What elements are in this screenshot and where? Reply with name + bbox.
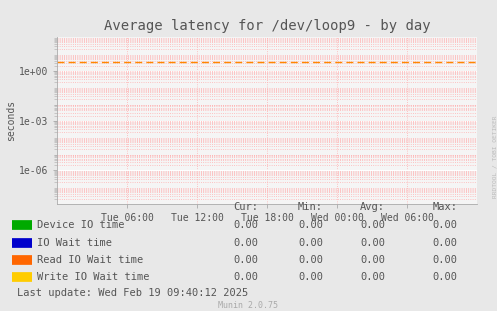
Text: 0.00: 0.00: [432, 255, 457, 265]
Text: Min:: Min:: [298, 202, 323, 212]
Text: 0.00: 0.00: [360, 255, 385, 265]
Text: Last update: Wed Feb 19 09:40:12 2025: Last update: Wed Feb 19 09:40:12 2025: [17, 288, 248, 298]
Text: 0.00: 0.00: [360, 220, 385, 230]
Text: 0.00: 0.00: [432, 272, 457, 282]
Text: 0.00: 0.00: [360, 238, 385, 248]
Text: 0.00: 0.00: [360, 272, 385, 282]
Text: Munin 2.0.75: Munin 2.0.75: [219, 301, 278, 310]
Text: 0.00: 0.00: [298, 238, 323, 248]
Text: IO Wait time: IO Wait time: [37, 238, 112, 248]
Text: 0.00: 0.00: [432, 220, 457, 230]
Text: Max:: Max:: [432, 202, 457, 212]
Text: Write IO Wait time: Write IO Wait time: [37, 272, 150, 282]
Text: 0.00: 0.00: [298, 272, 323, 282]
Text: 0.00: 0.00: [234, 272, 258, 282]
Title: Average latency for /dev/loop9 - by day: Average latency for /dev/loop9 - by day: [104, 19, 430, 33]
Text: 0.00: 0.00: [234, 238, 258, 248]
Text: 0.00: 0.00: [234, 220, 258, 230]
Text: Cur:: Cur:: [234, 202, 258, 212]
Text: Read IO Wait time: Read IO Wait time: [37, 255, 144, 265]
Text: Device IO time: Device IO time: [37, 220, 125, 230]
Text: 0.00: 0.00: [298, 220, 323, 230]
Text: 0.00: 0.00: [298, 255, 323, 265]
Text: RRDTOOL / TOBI OETIKER: RRDTOOL / TOBI OETIKER: [492, 115, 497, 197]
Text: 0.00: 0.00: [234, 255, 258, 265]
Text: 0.00: 0.00: [432, 238, 457, 248]
Y-axis label: seconds: seconds: [6, 100, 16, 141]
Text: Avg:: Avg:: [360, 202, 385, 212]
